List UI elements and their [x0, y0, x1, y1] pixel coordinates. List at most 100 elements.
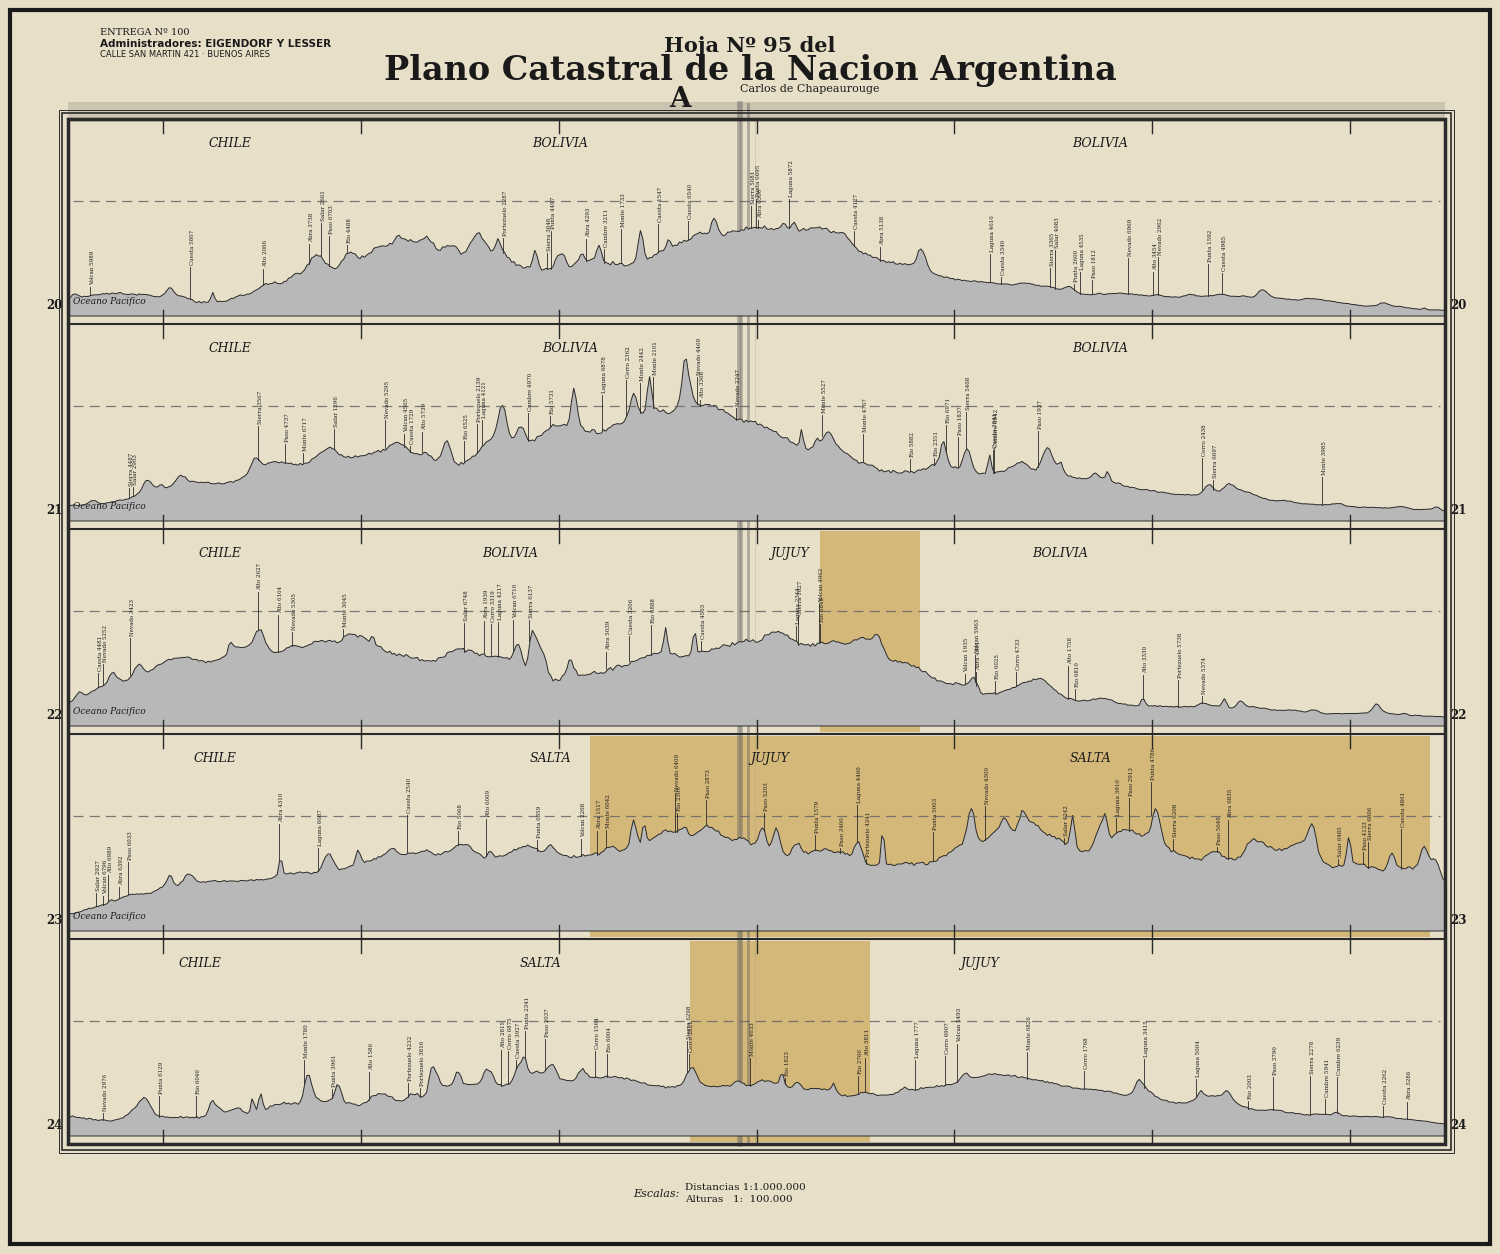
- Text: Abra 3738: Abra 3738: [309, 213, 315, 242]
- Bar: [690, 940, 870, 1142]
- Text: Salar 1596: Salar 1596: [334, 396, 339, 426]
- Polygon shape: [68, 359, 1444, 520]
- Text: 20: 20: [46, 298, 63, 312]
- Text: Alto 6069: Alto 6069: [486, 790, 490, 816]
- Text: Distancias 1:1.000.000: Distancias 1:1.000.000: [686, 1184, 806, 1193]
- Text: Sierra 3365: Sierra 3365: [1050, 232, 1054, 266]
- Text: BOLIVIA: BOLIVIA: [1072, 342, 1128, 355]
- Text: Nevado 5305: Nevado 5305: [292, 592, 297, 630]
- Text: Punta 6129: Punta 6129: [159, 1062, 165, 1095]
- Text: Rio 1823: Rio 1823: [784, 1051, 790, 1076]
- Text: Volcan 6710: Volcan 6710: [513, 584, 517, 618]
- Text: Paso 1812: Paso 1812: [1092, 250, 1096, 278]
- Text: Laguna 4535: Laguna 4535: [1080, 233, 1084, 270]
- Text: Laguna 6878: Laguna 6878: [603, 356, 608, 393]
- Text: Sierra 4487: Sierra 4487: [129, 453, 134, 487]
- Text: BOLIVIA: BOLIVIA: [482, 547, 538, 561]
- Text: Rio 5068: Rio 5068: [458, 804, 464, 829]
- Text: Rio 2306: Rio 2306: [676, 786, 682, 810]
- Text: Cuesta 2262: Cuesta 2262: [1383, 1068, 1389, 1104]
- Text: Sierra 6697: Sierra 6697: [1214, 445, 1218, 479]
- Text: Abra 5039: Abra 5039: [606, 621, 612, 651]
- Text: Rio 2003: Rio 2003: [1248, 1075, 1252, 1100]
- Text: SALTA: SALTA: [530, 752, 572, 765]
- Text: Nevado 3423: Nevado 3423: [130, 598, 135, 636]
- Text: Cuesta 5807: Cuesta 5807: [190, 229, 195, 265]
- Text: Rio 4488: Rio 4488: [346, 218, 351, 243]
- Text: Sierra 6806: Sierra 6806: [1368, 806, 1372, 840]
- Text: Cerro 1768: Cerro 1768: [1084, 1037, 1089, 1068]
- Text: Volcan 5493: Volcan 5493: [957, 1007, 963, 1042]
- Text: Sierra 1627: Sierra 1627: [798, 581, 802, 613]
- Text: Punta 6695: Punta 6695: [756, 164, 762, 197]
- Text: 20: 20: [1450, 298, 1467, 312]
- Text: Sierra 3567: Sierra 3567: [258, 391, 262, 424]
- Text: Nevado 2962: Nevado 2962: [1158, 218, 1162, 256]
- Text: Paso 5649: Paso 5649: [1218, 816, 1222, 845]
- Text: Monte 5527: Monte 5527: [822, 380, 828, 414]
- Text: Abra 6835: Abra 6835: [1227, 789, 1233, 818]
- Text: Alto 5739: Alto 5739: [423, 403, 427, 430]
- Text: CHILE: CHILE: [194, 752, 237, 765]
- Text: Nevado 5252: Nevado 5252: [104, 624, 108, 662]
- Text: JUJUY: JUJUY: [750, 752, 789, 765]
- Text: Laguna 3910: Laguna 3910: [1116, 779, 1122, 816]
- Text: Punta 6359: Punta 6359: [537, 806, 543, 838]
- Text: Paso 2037: Paso 2037: [544, 1008, 549, 1037]
- Text: Laguna 4121: Laguna 4121: [482, 381, 488, 418]
- Text: Oceano Pacifico: Oceano Pacifico: [74, 912, 146, 920]
- Text: ENTREGA Nº 100: ENTREGA Nº 100: [100, 28, 189, 38]
- Text: Alto 2815: Alto 2815: [501, 1021, 506, 1048]
- Text: Monte 2442: Monte 2442: [640, 347, 645, 381]
- Text: BOLIVIA: BOLIVIA: [1032, 547, 1088, 561]
- Text: Volcan 4565: Volcan 4565: [404, 399, 410, 433]
- Text: Laguna 4616: Laguna 4616: [990, 216, 994, 252]
- Text: Laguna 1777: Laguna 1777: [915, 1021, 920, 1058]
- Text: Monte 2101: Monte 2101: [652, 342, 657, 375]
- Text: Salar 2903: Salar 2903: [132, 454, 138, 484]
- Text: Cerro 2362: Cerro 2362: [626, 346, 632, 377]
- Text: Abra 1517: Abra 1517: [597, 800, 603, 829]
- Text: Laguna 5872: Laguna 5872: [789, 161, 794, 197]
- Text: Alto 1758: Alto 1758: [1068, 637, 1072, 665]
- Text: Rio 6025: Rio 6025: [994, 655, 999, 678]
- Text: Salar 2927: Salar 2927: [96, 860, 100, 890]
- Text: Laguna 4217: Laguna 4217: [498, 583, 502, 619]
- Text: Cuesta 4861: Cuesta 4861: [1401, 793, 1407, 828]
- Text: Sierra 5681: Sierra 5681: [752, 171, 756, 204]
- Text: Sierra 2278: Sierra 2278: [1311, 1041, 1316, 1073]
- Text: Paso 3400: Paso 3400: [840, 818, 844, 846]
- Text: Sierra 3648: Sierra 3648: [548, 217, 552, 251]
- Text: Sierra 6137: Sierra 6137: [530, 584, 534, 617]
- Text: BOLIVIA: BOLIVIA: [542, 342, 598, 355]
- Text: Rio 6040: Rio 6040: [196, 1070, 201, 1093]
- Text: Abra 3286: Abra 3286: [1407, 1071, 1412, 1101]
- Text: Monte 3045: Monte 3045: [344, 593, 348, 627]
- Text: Monte 4767: Monte 4767: [862, 399, 867, 433]
- Text: Cuesta 3927: Cuesta 3927: [516, 1023, 520, 1058]
- Text: Cumbre 4970: Cumbre 4970: [528, 372, 534, 411]
- Polygon shape: [68, 809, 1444, 930]
- Text: Nevado 5295: Nevado 5295: [386, 381, 390, 419]
- Text: Nevado 4300: Nevado 4300: [986, 767, 990, 804]
- Text: Cuesta 4563: Cuesta 4563: [700, 603, 706, 638]
- Text: Paso 2873: Paso 2873: [706, 769, 711, 798]
- Text: Salar 6485: Salar 6485: [1338, 826, 1342, 856]
- Text: Volcan 1935: Volcan 1935: [964, 638, 969, 672]
- Text: 21: 21: [1450, 504, 1467, 517]
- Text: Cuesta 1729: Cuesta 1729: [410, 409, 414, 444]
- Text: Punta 5003: Punta 5003: [933, 798, 939, 830]
- Text: Cerro 2821: Cerro 2821: [690, 1021, 694, 1052]
- Text: Alto 2627: Alto 2627: [258, 563, 262, 591]
- Text: Abra 1939: Abra 1939: [484, 589, 489, 618]
- Text: Sierra 5468: Sierra 5468: [966, 376, 970, 410]
- Text: Alto 3368: Alto 3368: [700, 371, 705, 398]
- Text: Abra 5138: Abra 5138: [880, 216, 885, 246]
- Text: Rio 6525: Rio 6525: [464, 414, 468, 439]
- Text: Hoja Nº 95 del: Hoja Nº 95 del: [664, 36, 836, 56]
- Text: Paso 1937: Paso 1937: [1038, 400, 1042, 429]
- Text: Escalas:: Escalas:: [633, 1189, 680, 1199]
- Text: Cumbre 6239: Cumbre 6239: [1338, 1037, 1342, 1075]
- Text: Portezuelo 5738: Portezuelo 5738: [1178, 633, 1184, 678]
- Text: Laguna 4460: Laguna 4460: [856, 766, 862, 804]
